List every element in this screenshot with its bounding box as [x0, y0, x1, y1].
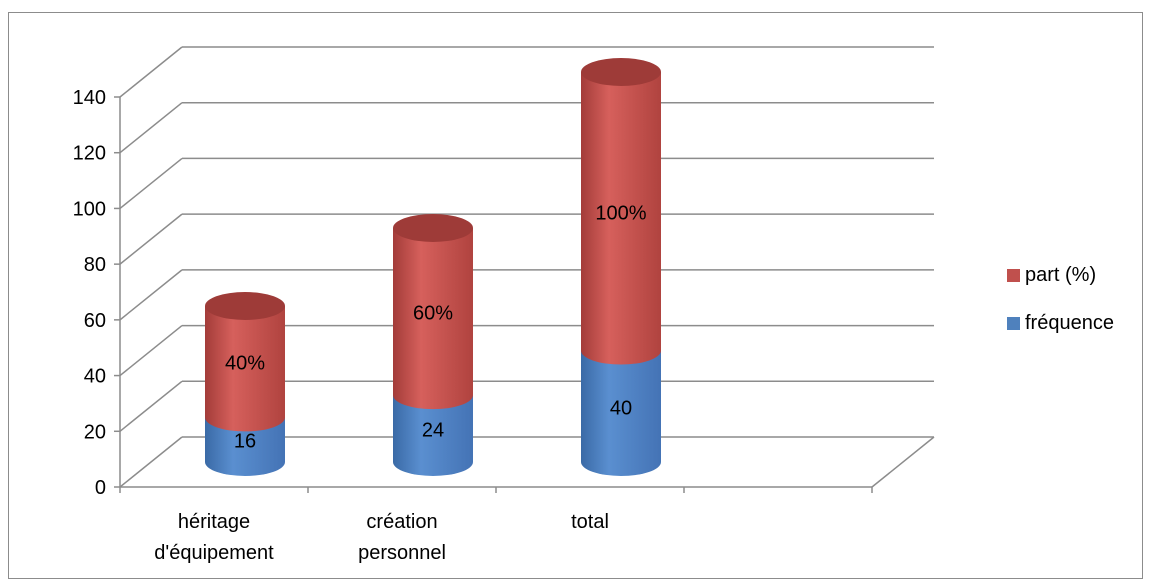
- cylinder-segment-part: [205, 306, 285, 432]
- gridline-side: [119, 380, 183, 432]
- chart-frame: [8, 12, 1143, 579]
- value-tick-label: 140: [73, 87, 106, 109]
- gridline-side: [119, 436, 183, 488]
- data-label: 16: [234, 431, 256, 453]
- gridline-side: [119, 46, 183, 98]
- gridline-side: [119, 157, 183, 210]
- value-tick-label: 120: [73, 143, 106, 165]
- data-label: 24: [422, 420, 444, 442]
- value-tick-label: 0: [95, 477, 106, 499]
- gridline-side: [119, 324, 183, 377]
- category-label: total: [571, 511, 609, 533]
- data-label: 60%: [413, 303, 453, 325]
- category-label: héritage: [178, 511, 250, 533]
- cylinder-top-cap: [581, 58, 661, 86]
- data-label: 100%: [595, 202, 646, 224]
- value-tick-label: 20: [84, 421, 106, 443]
- legend-swatch: [1007, 269, 1020, 282]
- cylinder-segment-frequence: [581, 350, 661, 476]
- value-tick-label: 60: [84, 310, 106, 332]
- value-tick-label: 40: [84, 366, 106, 388]
- floor-right-edge: [871, 436, 935, 488]
- cylinder-top-cap: [393, 214, 473, 242]
- legend-swatch: [1007, 317, 1020, 330]
- gridline-side: [119, 213, 183, 265]
- gridline-side: [119, 269, 183, 321]
- legend-label: part (%): [1025, 264, 1096, 286]
- category-label: d'équipement: [154, 542, 274, 564]
- cylinder-segment-part: [393, 228, 473, 410]
- category-label: personnel: [358, 542, 446, 564]
- category-label: création: [366, 511, 437, 533]
- cylinder-segment-frequence: [393, 395, 473, 476]
- cylinder-segment-frequence: [205, 417, 285, 476]
- data-label: 40: [610, 397, 632, 419]
- cylinder-segment-part: [581, 72, 661, 365]
- gridline-side: [119, 102, 183, 154]
- value-tick-label: 80: [84, 254, 106, 276]
- data-label: 40%: [225, 353, 265, 375]
- legend-label: fréquence: [1025, 312, 1114, 334]
- cylinder-top-cap: [205, 292, 285, 320]
- value-tick-label: 100: [73, 198, 106, 220]
